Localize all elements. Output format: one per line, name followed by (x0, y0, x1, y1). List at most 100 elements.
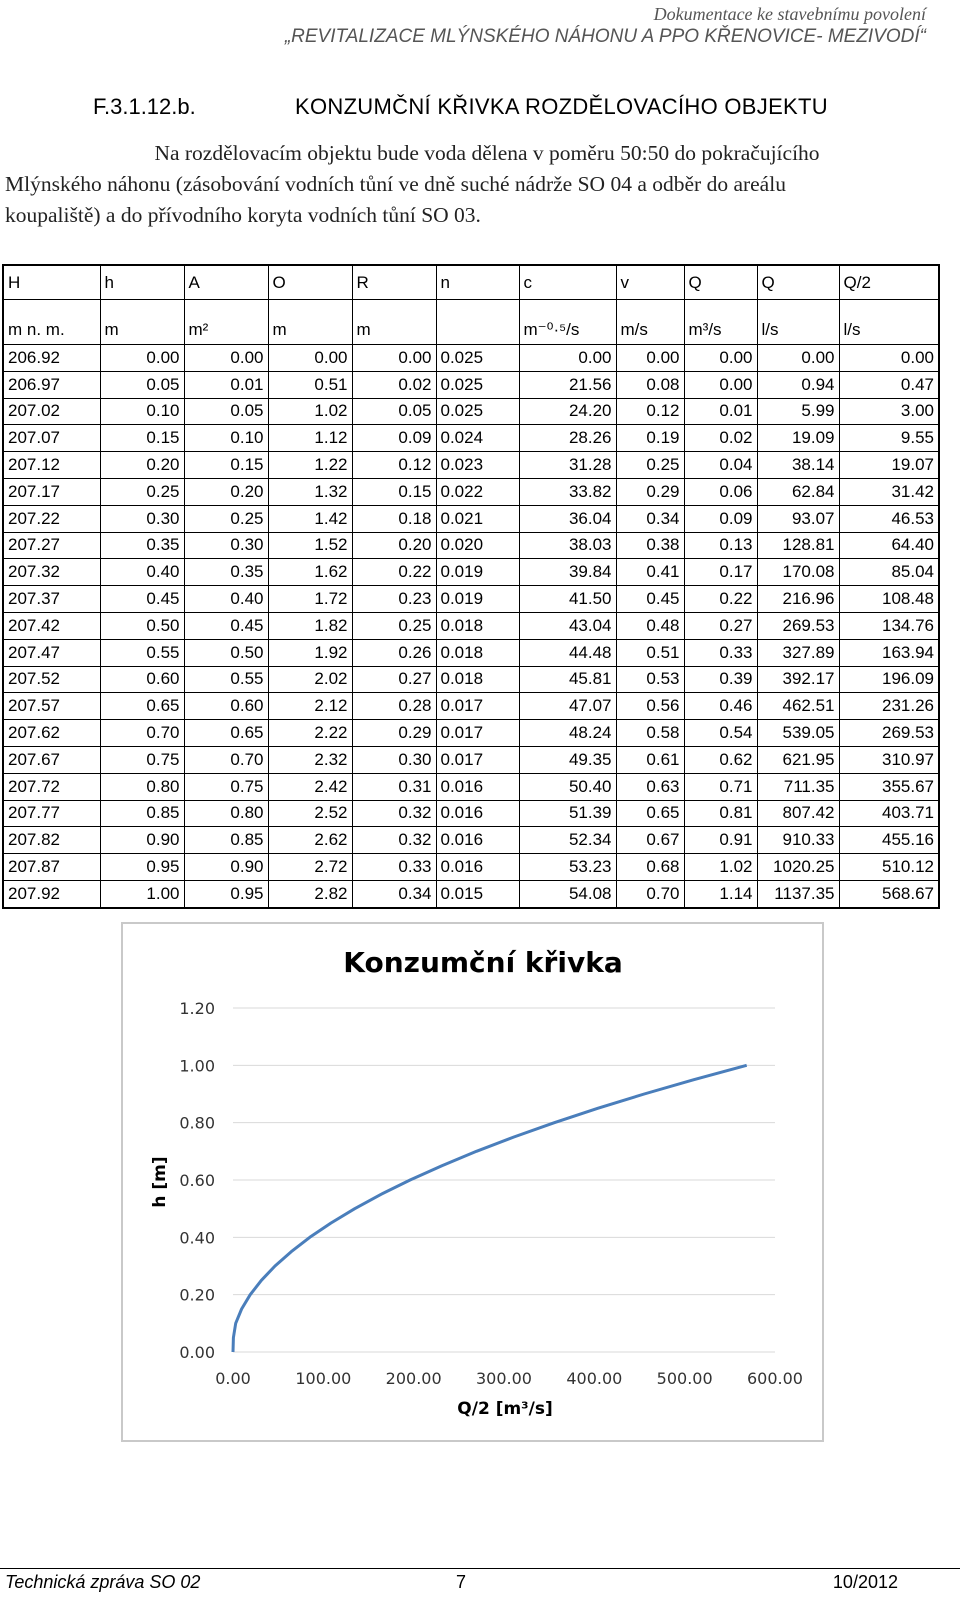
table-cell: 0.017 (435, 745, 520, 774)
paragraph-line-3: koupaliště) a do přívodního koryta vodní… (5, 203, 481, 227)
table-cell: 207.57 (2, 692, 101, 721)
table-cell: 0.75 (183, 772, 269, 801)
table-cell: 0.17 (683, 558, 758, 587)
table-cell: 0.00 (615, 344, 685, 372)
table-cell: 0.05 (351, 397, 437, 426)
table-cell: 46.53 (838, 504, 940, 533)
table-cell: 0.62 (683, 745, 758, 774)
table-cell: 28.26 (518, 424, 617, 453)
table-cell: 206.97 (2, 370, 101, 399)
table-cell: 0.016 (435, 826, 520, 855)
table-row: 207.27 0.35 0.30 1.52 0.20 0.020 38.03 0.38 0.13… (2, 531, 940, 560)
table-cell: 1.00 (99, 879, 185, 909)
table-cell: 207.32 (2, 558, 101, 587)
table-cell: 0.70 (99, 719, 185, 747)
table-cell: 0.67 (615, 826, 685, 855)
table-cell: 50.40 (518, 772, 617, 801)
table-body: 206.92 0.00 0.00 0.00 0.00 0.025 0.00 0.00 0.00 0… (2, 344, 940, 909)
table-cell: 0.20 (99, 451, 185, 479)
table-cell: 1.82 (267, 611, 353, 640)
table-cell: 93.07 (756, 504, 840, 533)
table-cell: 207.12 (2, 451, 101, 479)
table-cell: 47.07 (518, 692, 617, 721)
table-cell: 0.10 (99, 397, 185, 426)
table-cell: 711.35 (756, 772, 840, 801)
table-cell: 0.65 (99, 692, 185, 721)
table-cell: 170.08 (756, 558, 840, 587)
table-cell: 0.32 (351, 799, 437, 828)
header-project-name: „REVITALIZACE MLÝNSKÉHO NÁHONU A PPO KŘE… (284, 26, 926, 47)
table-row: 207.87 0.95 0.90 2.72 0.33 0.016 53.23 0.68 1.02… (2, 853, 940, 881)
table-cell: 0.05 (183, 397, 269, 426)
table-cell: 1.52 (267, 531, 353, 560)
table-cell: 128.81 (756, 531, 840, 560)
table-cell: 134.76 (838, 611, 940, 640)
table-cell: 1.14 (683, 879, 758, 909)
column-unit: m (99, 299, 185, 345)
table-cell: 1020.25 (756, 853, 840, 881)
table-cell: 0.90 (99, 826, 185, 855)
column-unit (435, 299, 520, 345)
table-cell: 48.24 (518, 719, 617, 747)
y-tick-labels: 0.00 0.20 0.40 0.60 0.80 1.00 1.20 (179, 999, 215, 1362)
table-row: 207.17 0.25 0.20 1.32 0.15 0.022 33.82 0.29 0.06… (2, 477, 940, 506)
table-cell: 0.26 (351, 638, 437, 667)
section-title: KONZUMČNÍ KŘIVKA ROZDĚLOVACÍHO OBJEKTU (295, 94, 828, 119)
table-cell: 2.42 (267, 772, 353, 801)
table-cell: 0.27 (683, 611, 758, 640)
table-cell: 0.021 (435, 504, 520, 533)
table-cell: 0.30 (99, 504, 185, 533)
column-header: H (2, 264, 101, 300)
table-row: 207.82 0.90 0.85 2.62 0.32 0.016 52.34 0.67 0.91… (2, 826, 940, 855)
table-cell: 0.00 (351, 344, 437, 372)
table-cell: 19.07 (838, 451, 940, 479)
table-cell: 0.56 (615, 692, 685, 721)
table-row: 207.57 0.65 0.60 2.12 0.28 0.017 47.07 0.56 0.46… (2, 692, 940, 721)
table-cell: 207.37 (2, 585, 101, 613)
table-cell: 0.09 (351, 424, 437, 453)
table-cell: 0.32 (351, 826, 437, 855)
table-cell: 0.41 (615, 558, 685, 587)
table-cell: 0.00 (99, 344, 185, 372)
table-cell: 510.12 (838, 853, 940, 881)
chart-title: Konzumční křivka (343, 946, 622, 979)
table-cell: 0.39 (683, 665, 758, 694)
table-cell: 0.018 (435, 665, 520, 694)
header-doc-type: Dokumentace ke stavebnímu povolení (653, 4, 926, 24)
table-row: 207.12 0.20 0.15 1.22 0.12 0.023 31.28 0.25 0.04… (2, 451, 940, 479)
table-cell: 0.91 (683, 826, 758, 855)
table-cell: 0.017 (435, 692, 520, 721)
table-cell: 19.09 (756, 424, 840, 453)
chart-grid (233, 1007, 775, 1353)
y-tick-label: 0.20 (179, 1286, 215, 1305)
table-cell: 64.40 (838, 531, 940, 560)
table-cell: 0.27 (351, 665, 437, 694)
table-cell: 0.00 (683, 344, 758, 372)
table-cell: 85.04 (838, 558, 940, 587)
table-cell: 0.023 (435, 451, 520, 479)
table-cell: 0.45 (99, 585, 185, 613)
table-cell: 2.12 (267, 692, 353, 721)
column-unit: l/s (838, 299, 940, 345)
y-tick-label: 0.40 (179, 1228, 215, 1247)
table-cell: 0.29 (615, 477, 685, 506)
table-cell: 0.95 (183, 879, 269, 909)
table-cell: 41.50 (518, 585, 617, 613)
table-cell: 0.53 (615, 665, 685, 694)
column-unit: m⁻⁰·⁵/s (518, 299, 617, 345)
table-cell: 44.48 (518, 638, 617, 667)
table-cell: 0.45 (615, 585, 685, 613)
y-tick-label: 0.00 (179, 1343, 215, 1362)
table-cell: 0.20 (183, 477, 269, 506)
table-cell: 0.02 (351, 370, 437, 399)
table-cell: 0.51 (615, 638, 685, 667)
table-cell: 0.25 (183, 504, 269, 533)
table-units-row: m n. m. m m² m m m⁻⁰·⁵/s m/s m³/s l/s l/s (2, 299, 940, 345)
table-cell: 2.22 (267, 719, 353, 747)
table-cell: 0.58 (615, 719, 685, 747)
table-cell: 1.92 (267, 638, 353, 667)
table-cell: 207.42 (2, 611, 101, 640)
table-cell: 45.81 (518, 665, 617, 694)
table-row: 207.42 0.50 0.45 1.82 0.25 0.018 43.04 0.48 0.27… (2, 611, 940, 640)
x-tick-label: 100.00 (295, 1369, 351, 1388)
